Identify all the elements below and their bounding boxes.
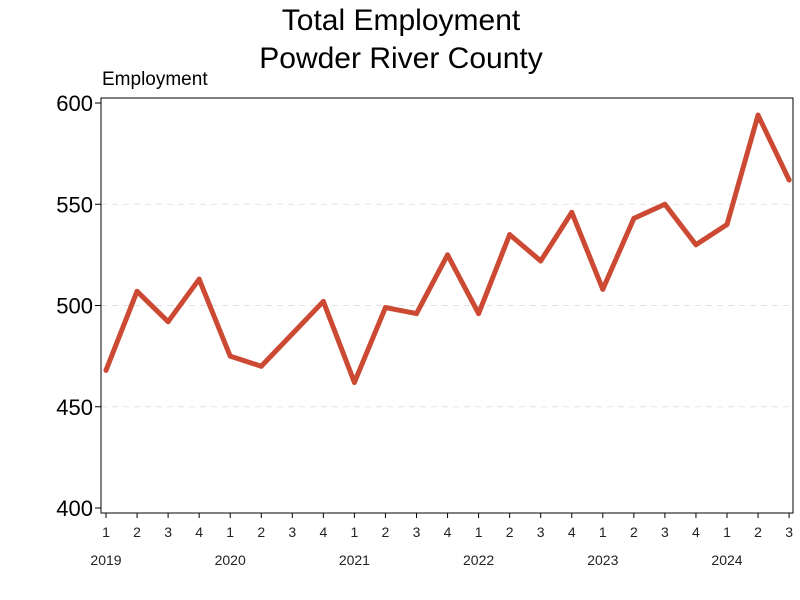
data-point [476, 311, 482, 317]
x-tick-label: 2 [382, 524, 390, 540]
x-year-label: 2020 [215, 552, 246, 568]
chart-title-line-1: Total Employment [282, 4, 521, 37]
x-tick-label: 3 [413, 524, 421, 540]
data-point [289, 331, 295, 337]
x-tick-label: 2 [506, 524, 514, 540]
x-tick-label: 3 [288, 524, 296, 540]
data-point [538, 258, 544, 264]
x-year-label: 2023 [587, 552, 618, 568]
chart-title-line-2: Powder River County [259, 42, 542, 75]
x-tick-label: 3 [537, 524, 545, 540]
plot-frame [100, 97, 794, 514]
x-tick-label: 4 [568, 524, 576, 540]
x-tick-label: 3 [661, 524, 669, 540]
data-point [382, 305, 388, 311]
grid-lines [101, 203, 793, 408]
data-point [755, 112, 761, 118]
x-tick-label: 2 [257, 524, 265, 540]
y-tick-label: 550 [56, 192, 93, 217]
data-point [320, 298, 326, 304]
x-tick-label: 4 [195, 524, 203, 540]
data-point [414, 311, 419, 317]
y-tick-label: 500 [56, 294, 93, 319]
x-tick-label: 1 [226, 524, 234, 540]
x-tick-label: 2 [630, 524, 638, 540]
x-tick-label: 2 [133, 524, 141, 540]
x-year-label: 2019 [90, 552, 121, 568]
x-tick-label: 4 [444, 524, 452, 540]
x-tick-label: 2 [754, 524, 762, 540]
x-tick-label: 1 [723, 524, 731, 540]
data-point [258, 363, 264, 369]
y-axis-ticks: 400 450 500 550 600 [56, 91, 101, 521]
x-year-label: 2022 [463, 552, 494, 568]
data-point [227, 353, 233, 359]
y-tick-label: 400 [56, 496, 93, 521]
x-tick-label: 1 [102, 524, 110, 540]
data-point [507, 232, 513, 238]
x-year-label: 2024 [711, 552, 742, 568]
data-point [165, 319, 171, 325]
data-point [445, 252, 451, 258]
series-line [103, 112, 792, 385]
data-point [724, 222, 730, 227]
data-point [196, 276, 202, 282]
y-tick-label: 600 [56, 91, 93, 116]
data-point [103, 367, 109, 373]
data-point [600, 286, 606, 292]
x-tick-label: 3 [164, 524, 172, 540]
x-tick-label: 3 [785, 524, 793, 540]
x-tick-label: 4 [692, 524, 700, 540]
x-year-label: 2021 [339, 552, 370, 568]
data-point [662, 201, 668, 207]
x-tick-label: 1 [351, 524, 359, 540]
data-point [134, 288, 140, 294]
x-tick-label: 1 [475, 524, 483, 540]
x-tick-label: 1 [599, 524, 607, 540]
y-axis-label: Employment [102, 69, 208, 90]
data-point [569, 209, 575, 215]
x-axis-year-labels: 2019 2020 2021 2022 2023 2024 [90, 552, 742, 568]
data-point [631, 215, 637, 221]
data-point [351, 379, 357, 385]
x-tick-label: 4 [319, 524, 327, 540]
x-axis-ticks: 1 2 3 4 1 2 3 4 1 2 3 4 1 2 3 4 1 2 3 4 1 2 3 [102, 513, 793, 540]
data-point [693, 242, 699, 248]
y-tick-label: 450 [56, 395, 93, 420]
series-layer [103, 112, 792, 385]
data-point [786, 177, 792, 183]
